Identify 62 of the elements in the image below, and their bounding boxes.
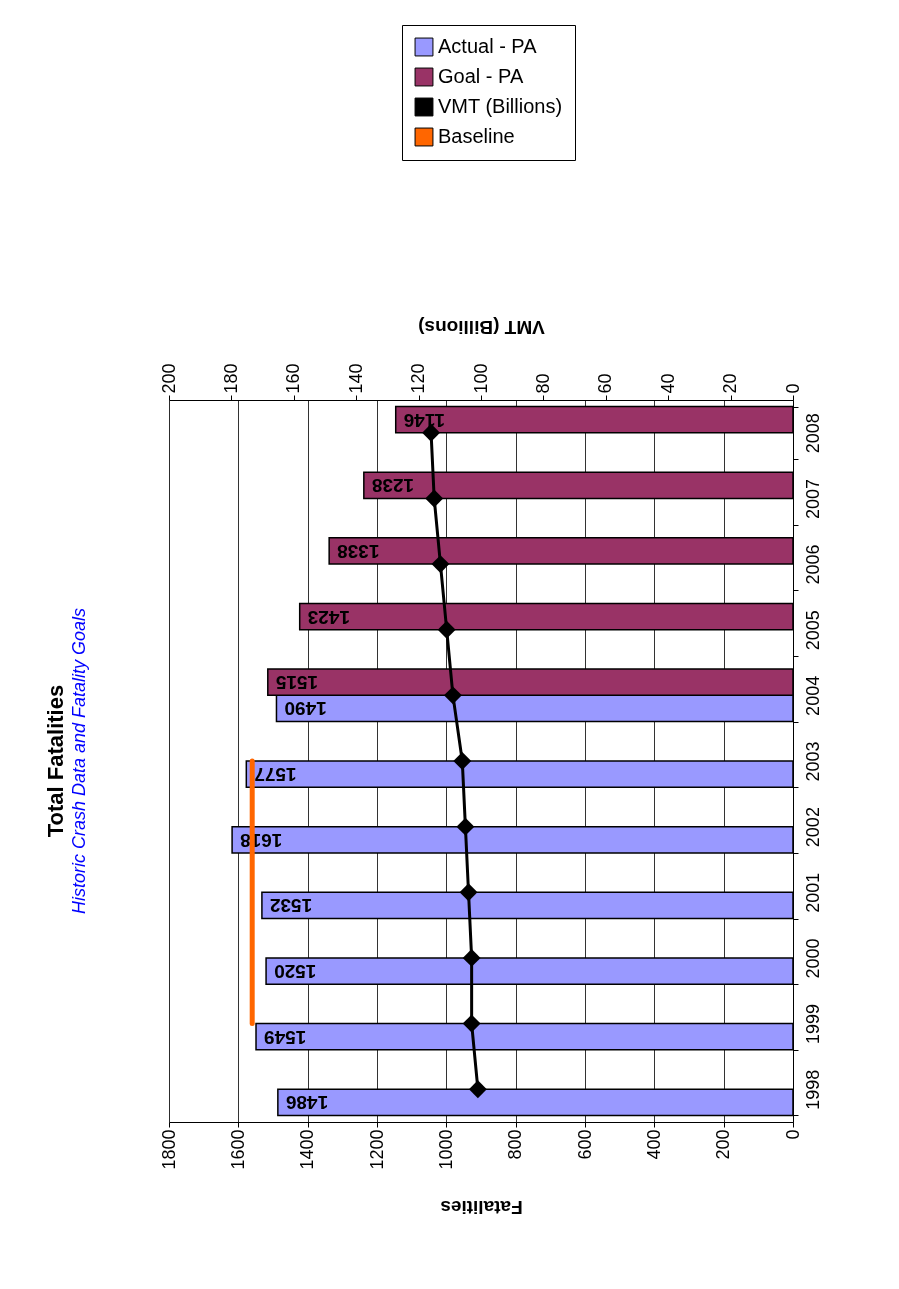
data-label: 1338 [337, 540, 380, 562]
x2-tick-label: 100 [470, 363, 491, 394]
x-tick-label: 600 [574, 1129, 595, 1160]
y-tick-label: 2005 [802, 610, 823, 651]
x-tick-label: 1800 [158, 1129, 179, 1170]
x2-tick-label: 60 [595, 373, 616, 394]
point [462, 1014, 481, 1033]
x2-tick-label: 200 [158, 363, 179, 394]
x2-tick-label: 40 [657, 373, 678, 394]
data-label: 1423 [307, 606, 350, 628]
x-axis-title: Fatalities [440, 1196, 523, 1218]
y-tick-label: 2000 [802, 938, 823, 979]
legend-label: Goal - PA [438, 65, 524, 87]
x-tick-label: 1400 [297, 1129, 318, 1170]
data-label: 1486 [285, 1092, 329, 1114]
point [431, 555, 450, 574]
data-label: 1532 [269, 895, 313, 917]
data-label: 1618 [240, 829, 283, 851]
x2-tick-label: 80 [532, 373, 553, 394]
x-tick-label: 0 [782, 1129, 803, 1140]
data-label: 1515 [275, 672, 319, 694]
y-tick-label: 2008 [802, 413, 823, 454]
text: Historic Crash Data and Fatality Goals [69, 607, 89, 915]
x-tick-label: 200 [713, 1129, 734, 1160]
point [456, 817, 475, 836]
y-tick-label: 1998 [802, 1069, 823, 1110]
point [462, 948, 481, 967]
x2-tick-label: 20 [720, 373, 741, 394]
x-tick-label: 1200 [366, 1129, 387, 1170]
text: Total Fatalities [43, 684, 68, 838]
x-tick-label: 1000 [435, 1129, 456, 1170]
y-tick-label: 2002 [802, 807, 823, 848]
x-tick-label: 1600 [227, 1129, 248, 1170]
data-label: 1238 [371, 475, 415, 497]
x2-axis-title: VMT (Billions) [418, 317, 545, 339]
y-tick-label: 2003 [802, 741, 823, 782]
y-tick-label: 1999 [802, 1004, 823, 1045]
x2-tick-label: 140 [345, 363, 366, 394]
x-tick-label: 400 [643, 1129, 664, 1160]
point [437, 620, 456, 639]
x2-tick-label: 0 [782, 383, 803, 394]
point [453, 752, 472, 770]
legend-label: Baseline [438, 125, 515, 147]
x2-tick-label: 160 [283, 363, 304, 394]
y-tick-label: 2006 [802, 544, 823, 585]
data-label: 1577 [254, 764, 297, 786]
y-tick-label: 2004 [802, 675, 823, 716]
legend-label: VMT (Billions) [438, 95, 563, 117]
legend-label: Actual - PA [438, 35, 538, 57]
point [468, 1080, 487, 1099]
x-tick-label: 800 [505, 1129, 526, 1160]
point [459, 883, 478, 902]
data-label: 1549 [264, 1026, 307, 1048]
point [443, 686, 462, 705]
y-tick-label: 2001 [802, 872, 823, 913]
data-label: 1146 [403, 409, 445, 431]
data-label: 1520 [274, 961, 317, 983]
y-tick-label: 2007 [802, 478, 823, 519]
point [425, 489, 444, 508]
data-label: 1490 [284, 698, 327, 720]
x2-tick-label: 180 [220, 363, 241, 394]
x2-tick-label: 120 [408, 363, 429, 394]
